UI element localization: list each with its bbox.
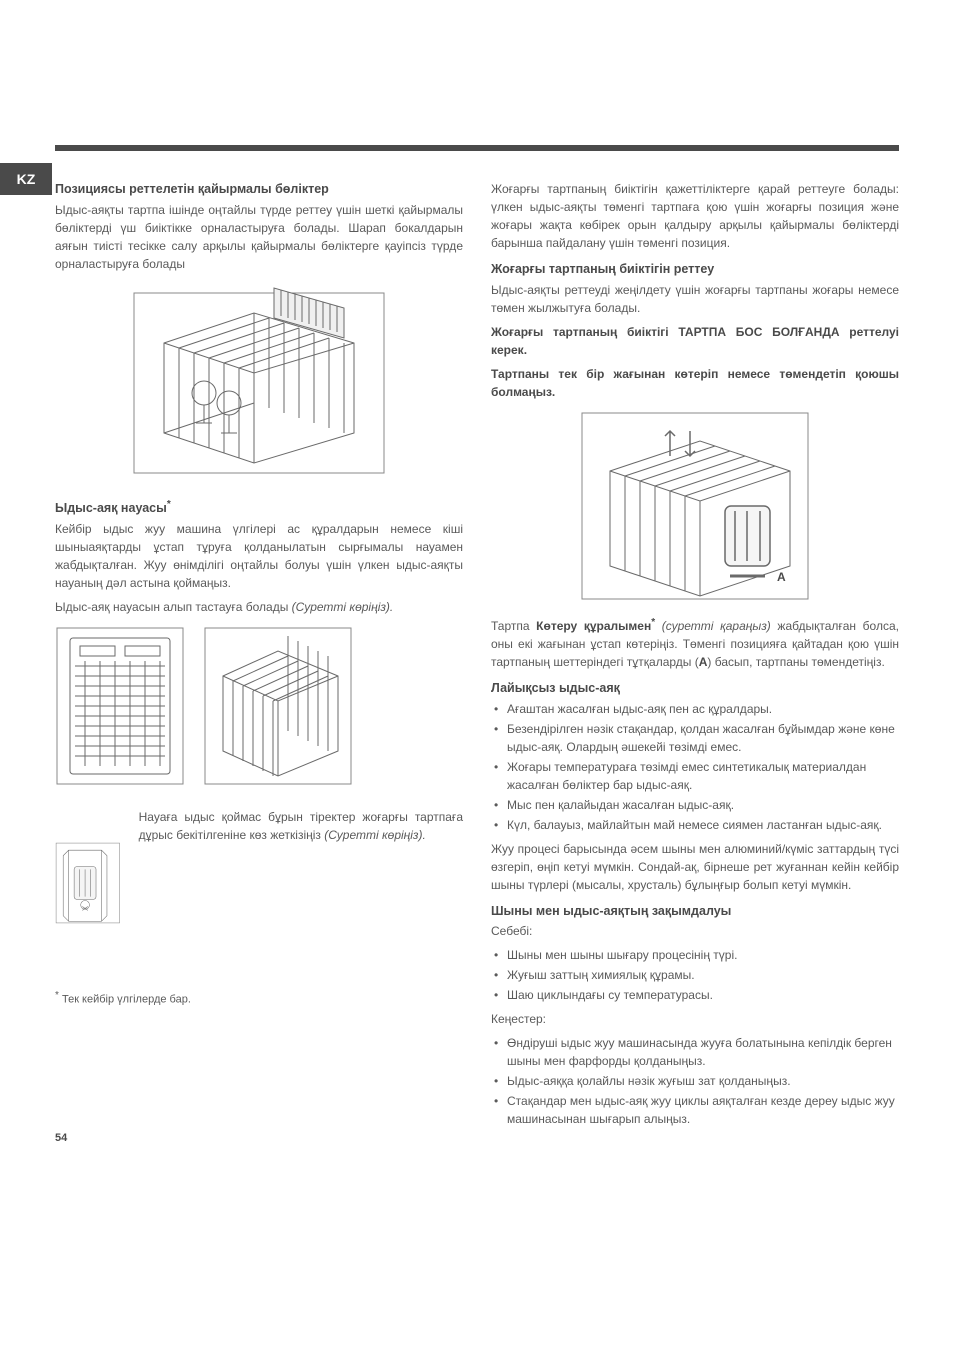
heading-foldable-parts: Позициясы реттелетін қайырмалы бөліктер	[55, 180, 463, 199]
list-item: Жуғыш заттың химиялық құрамы.	[491, 966, 899, 984]
para-lift-device: Тартпа Көтеру құралымен* (суретті қараңы…	[491, 615, 899, 671]
para-tips-label: Кеңестер:	[491, 1010, 899, 1028]
footnote: * Тек кейбір үлгілерде бар.	[55, 988, 463, 1008]
figure-rack-tines	[55, 283, 463, 483]
p5f: ) басып, тартпаны төмендетіңіз.	[707, 655, 884, 669]
para-remove-tray: Ыдыс-аяқ науасын алып тастауға болады (С…	[55, 598, 463, 616]
list-unsuitable: Ағаштан жасалған ыдыс-аяқ пен ас құралда…	[491, 700, 899, 834]
para-cutlery-tray: Кейбір ыдыс жуу машина үлгілері ас құрал…	[55, 520, 463, 592]
para-unsuitable-note: Жуу процесі барысында әсем шыны мен алюм…	[491, 840, 899, 894]
page-number: 54	[55, 1132, 67, 1144]
list-item: Ыдыс-аяққа қолайлы нәзік жуғыш зат қолда…	[491, 1072, 899, 1090]
language-tab: KZ	[0, 163, 52, 195]
para-height-p3-bold: Жоғарғы тартпаның биіктігі ТАРТПА БОС БО…	[491, 325, 899, 357]
heading-cutlery-tray-text: Ыдыс-аяқ науасы	[55, 501, 167, 515]
figure-support-clip	[55, 808, 121, 958]
heading-unsuitable: Лайықсыз ыдыс-аяқ	[491, 679, 899, 698]
para-height-p2: Ыдыс-аяқты реттеуді жеңілдету үшін жоғар…	[491, 281, 899, 317]
figure-lift-mechanism: A	[491, 411, 899, 601]
p5b: Көтеру құралымен	[536, 619, 651, 633]
list-item: Жоғары температураға төзімді емес синтет…	[491, 758, 899, 794]
para-causes-label: Себебі:	[491, 922, 899, 940]
footnote-star-2: *	[55, 990, 59, 1001]
heading-height-adjust: Жоғарғы тартпаның биіктігін реттеу	[491, 260, 899, 279]
list-tips: Өндіруші ыдыс жуу машинасында жууға бола…	[491, 1034, 899, 1128]
list-item: Ағаштан жасалған ыдыс-аяқ пен ас құралда…	[491, 700, 899, 718]
list-item: Шаю циклындағы су температурасы.	[491, 986, 899, 1004]
figure-support-block: Науаға ыдыс қоймас бұрын тіректер жоғарғ…	[55, 808, 463, 958]
para-support-text: Науаға ыдыс қоймас бұрын тіректер жоғарғ…	[139, 808, 463, 844]
left-column: Позициясы реттелетін қайырмалы бөліктер …	[55, 180, 463, 1134]
para-height-p4-bold: Тартпаны тек бір жағынан көтеріп немесе …	[491, 367, 899, 399]
list-item: Стақандар мен ыдыс-аяқ жуу циклы аяқталғ…	[491, 1092, 899, 1128]
para-height-intro: Жоғарғы тартпаның биіктігін қажеттілікте…	[491, 180, 899, 252]
top-rule	[55, 145, 899, 151]
list-item: Мыс пен қалайыдан жасалған ыдыс-аяқ.	[491, 796, 899, 814]
right-column: Жоғарғы тартпаның биіктігін қажеттілікте…	[491, 180, 899, 1134]
heading-cutlery-tray: Ыдыс-аяқ науасы*	[55, 497, 463, 518]
footnote-text: Тек кейбір үлгілерде бар.	[62, 993, 191, 1005]
para-height-p3: Жоғарғы тартпаның биіктігі ТАРТПА БОС БО…	[491, 323, 899, 359]
p5c: (суретті қараңыз)	[655, 619, 777, 633]
list-causes: Шыны мен шыны шығару процесінің түрі. Жу…	[491, 946, 899, 1004]
list-item: Өндіруші ыдыс жуу машинасында жууға бола…	[491, 1034, 899, 1070]
footnote-star: *	[167, 499, 171, 510]
content-columns: Позициясы реттелетін қайырмалы бөліктер …	[55, 180, 899, 1134]
para-remove-tray-text: Ыдыс-аяқ науасын алып тастауға болады	[55, 600, 292, 614]
svg-text:A: A	[777, 570, 786, 584]
para-foldable-parts: Ыдыс-аяқты тартпа ішінде оңтайлы түрде р…	[55, 201, 463, 273]
heading-glass-damage: Шыны мен ыдыс-аяқтың зақымдалуы	[491, 902, 899, 921]
figure-tray-top	[55, 626, 185, 786]
figure-tray-iso	[203, 626, 353, 786]
list-item: Безендірілген нәзік стақандар, қолдан жа…	[491, 720, 899, 756]
list-item: Шыны мен шыны шығару процесінің түрі.	[491, 946, 899, 964]
para-remove-tray-ref: (Суретті көріңіз).	[292, 600, 394, 614]
para-support-ref: (Суретті көріңіз).	[324, 828, 426, 842]
para-height-p4: Тартпаны тек бір жағынан көтеріп немесе …	[491, 365, 899, 401]
figure-row-trays	[55, 626, 463, 786]
list-item: Күл, балауыз, майлайтын май немесе сияме…	[491, 816, 899, 834]
p5a: Тартпа	[491, 619, 536, 633]
